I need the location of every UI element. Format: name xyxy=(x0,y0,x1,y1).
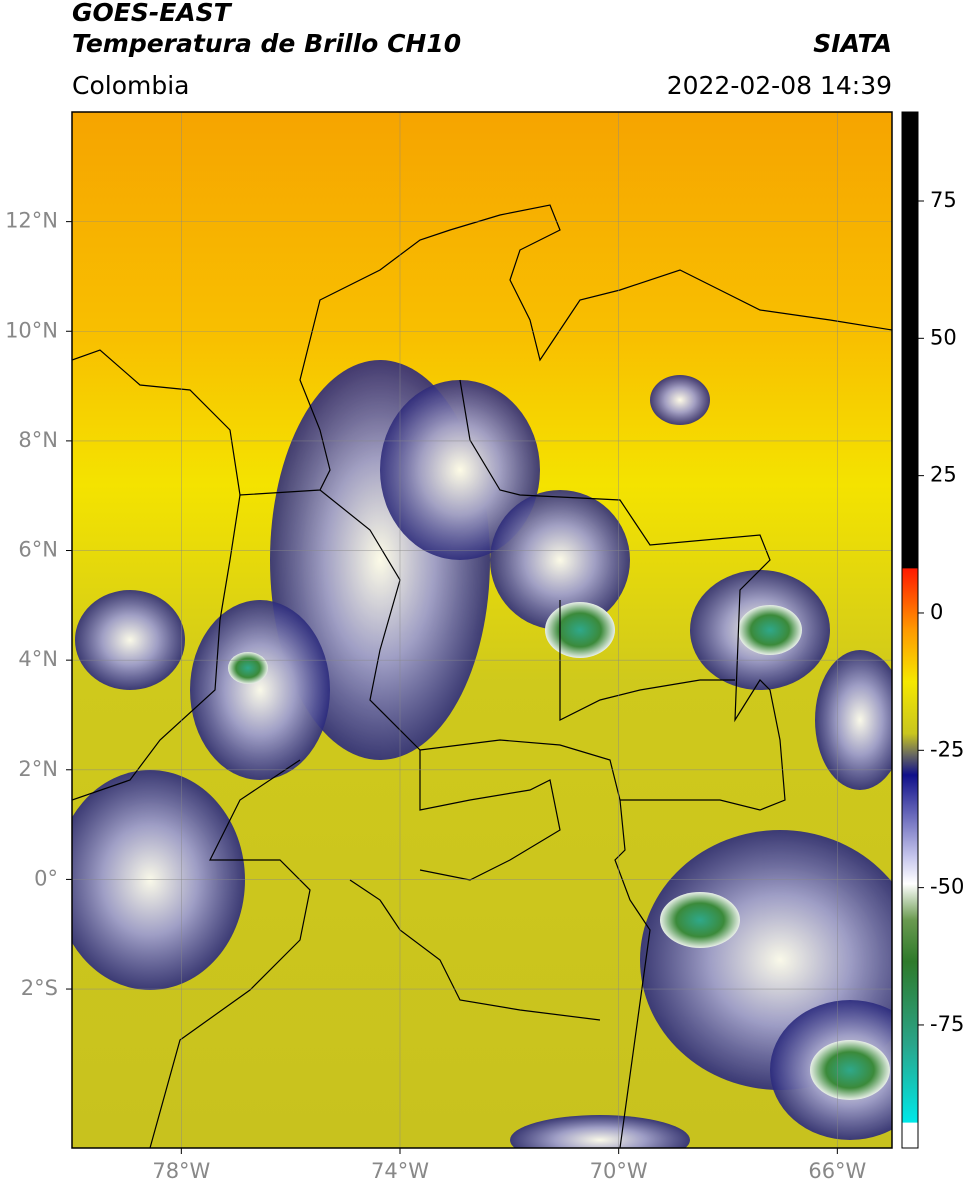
gridlines xyxy=(72,112,892,1148)
satellite-image xyxy=(72,112,892,1148)
lon-tick-label: 78°W xyxy=(152,1159,210,1183)
subtitle: Temperatura de Brillo CH10 xyxy=(72,29,461,58)
timestamp: 2022-02-08 14:39 xyxy=(667,71,892,100)
lon-tick-label: 66°W xyxy=(808,1159,866,1183)
region: Colombia xyxy=(72,71,189,100)
lat-tick-label: 6°N xyxy=(18,538,58,562)
ticks: 78°W 74°W 70°W 66°W 12°N 10°N 8°N 6°N 4°N 2°N 0° 2°… xyxy=(5,188,964,1183)
colorbar-tick-label: 0 xyxy=(930,600,943,624)
lon-tick-label: 74°W xyxy=(371,1159,429,1183)
lat-tick-label: 2°S xyxy=(21,976,58,1000)
colorbar-tick-label: -50 xyxy=(930,875,964,899)
colorbar xyxy=(901,111,919,1149)
lat-tick-label: 0° xyxy=(34,866,58,890)
lat-tick-label: 12°N xyxy=(5,209,58,233)
colorbar-tick-label: -75 xyxy=(930,1012,964,1036)
title: GOES-EAST xyxy=(72,0,233,27)
lat-tick-label: 2°N xyxy=(18,757,58,781)
lat-tick-label: 8°N xyxy=(18,428,58,452)
lat-tick-label: 10°N xyxy=(5,318,58,342)
lon-tick-label: 70°W xyxy=(590,1159,648,1183)
agency: SIATA xyxy=(813,29,892,58)
map-frame xyxy=(71,111,893,1149)
colorbar-tick-label: 25 xyxy=(930,463,957,487)
lat-tick-label: 4°N xyxy=(18,647,58,671)
colorbar-tick-label: 50 xyxy=(930,325,957,349)
colorbar-tick-label: 75 xyxy=(930,188,957,212)
colorbar-tick-label: -25 xyxy=(930,737,964,761)
